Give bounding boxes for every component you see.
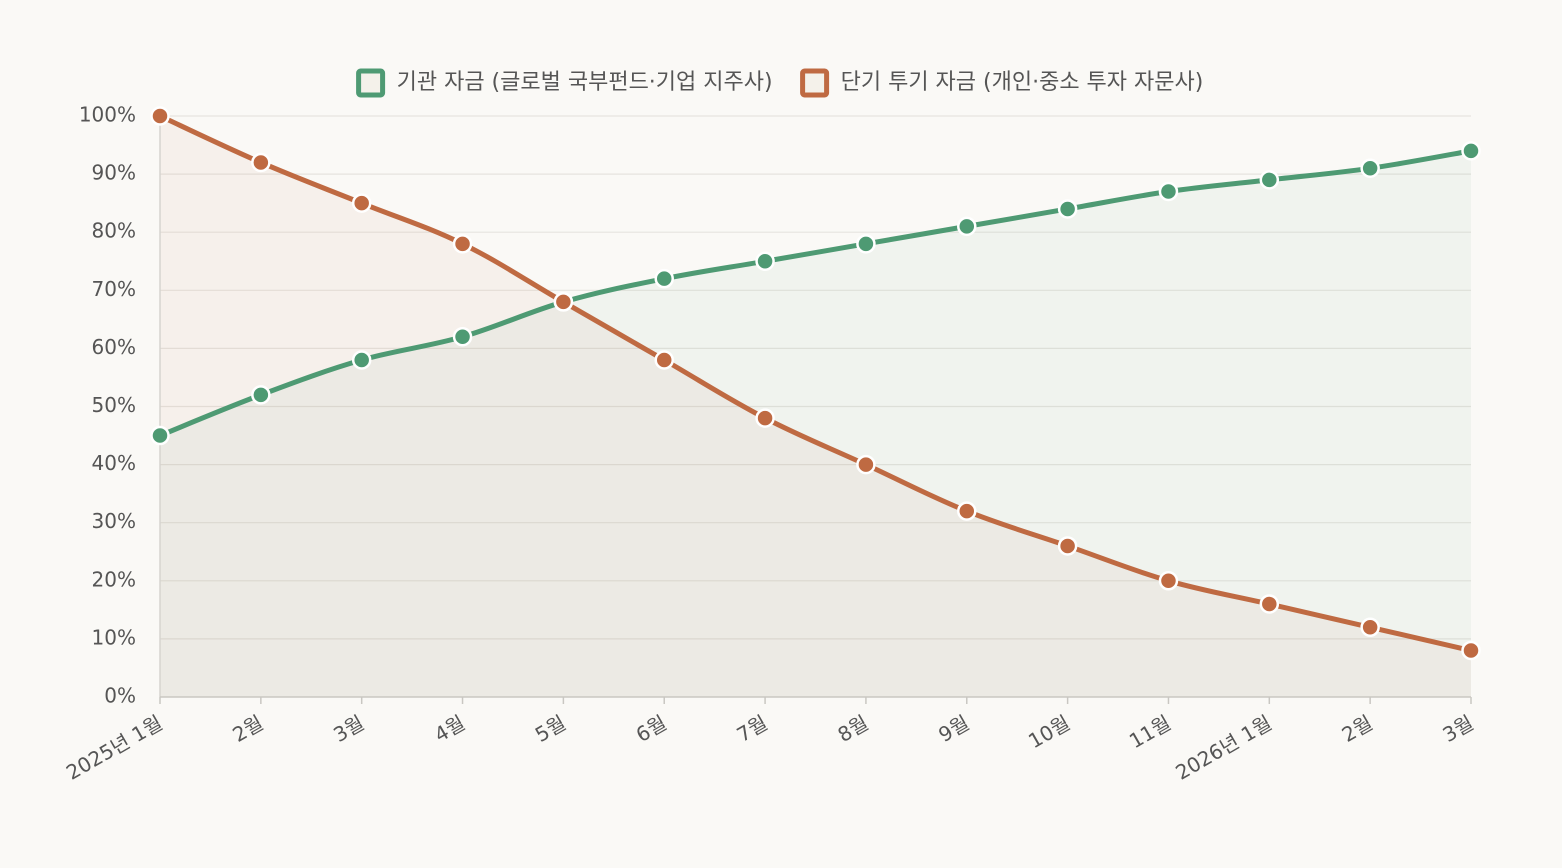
- area-fills: [160, 116, 1471, 698]
- series-area-0: [160, 150, 1471, 698]
- data-point[interactable]: [251, 385, 271, 405]
- data-point[interactable]: [1360, 617, 1380, 638]
- x-tick-label: 5월: [531, 711, 570, 747]
- y-tick-label: 50%: [92, 393, 136, 417]
- series-points: [150, 106, 1481, 661]
- data-point[interactable]: [1158, 571, 1179, 591]
- series-lines: [157, 113, 1474, 654]
- data-point[interactable]: [1461, 640, 1481, 661]
- x-tick-label: 2026년 1월: [1171, 711, 1275, 785]
- legend-item-1[interactable]: 단기 투기 자금 (개인·중소 투자 자문사): [800, 68, 1204, 98]
- x-tick-label: 7월: [733, 711, 772, 747]
- y-tick-label: 30%: [92, 509, 136, 533]
- y-tick-label: 60%: [92, 335, 136, 359]
- x-tick-label: 2월: [228, 711, 267, 747]
- legend-item-0[interactable]: 기관 자금 (글로벌 국부펀드·기업 지주사): [356, 68, 773, 98]
- data-point[interactable]: [1259, 170, 1280, 190]
- x-tick-label: 3월: [329, 711, 368, 747]
- x-tick-label: 2월: [1338, 711, 1377, 747]
- data-point[interactable]: [957, 501, 977, 521]
- x-tick-label: 9월: [934, 711, 973, 747]
- x-tick-label: 3월: [1439, 711, 1478, 747]
- data-point[interactable]: [452, 327, 473, 347]
- legend: 기관 자금 (글로벌 국부펀드·기업 지주사) 단기 투기 자금 (개인·중소 투…: [356, 68, 1204, 98]
- x-tick-label: 10월: [1024, 711, 1074, 754]
- data-point[interactable]: [1461, 141, 1481, 161]
- series-area-1: [160, 116, 1471, 697]
- data-point[interactable]: [957, 216, 977, 237]
- y-tick-label: 40%: [92, 451, 136, 475]
- y-tick-label: 90%: [92, 161, 136, 185]
- data-point[interactable]: [755, 251, 775, 271]
- series-line-1: [157, 113, 1474, 654]
- data-point[interactable]: [452, 234, 473, 254]
- data-point[interactable]: [1057, 199, 1078, 219]
- data-point[interactable]: [654, 350, 674, 370]
- data-point[interactable]: [856, 234, 876, 254]
- x-tick-label: 6월: [632, 711, 671, 747]
- data-point[interactable]: [351, 193, 372, 213]
- axes: [159, 116, 1472, 704]
- legend-swatch: [800, 68, 830, 98]
- y-tick-label: 70%: [92, 277, 136, 301]
- data-point[interactable]: [553, 292, 574, 312]
- x-tick-label: 4월: [430, 711, 469, 747]
- x-tick-label: 2025년 1월: [62, 711, 166, 785]
- data-point[interactable]: [1360, 158, 1380, 179]
- legend-label: 기관 자금 (글로벌 국부펀드·기업 지주사): [397, 70, 773, 95]
- legend-swatch: [356, 68, 386, 98]
- data-point[interactable]: [351, 350, 372, 370]
- grid: [160, 115, 1471, 640]
- y-tick-label: 10%: [92, 625, 136, 649]
- x-tick-label: 8월: [833, 711, 872, 747]
- x-tick-label: 11월: [1125, 711, 1175, 754]
- y-tick-label: 0%: [104, 684, 136, 708]
- data-point[interactable]: [654, 268, 674, 289]
- data-point[interactable]: [1057, 536, 1078, 556]
- y-tick-label: 100%: [79, 103, 136, 127]
- data-point[interactable]: [755, 408, 775, 428]
- series-line-0: [157, 148, 1474, 439]
- legend-label: 단기 투기 자금 (개인·중소 투자 자문사): [841, 70, 1204, 95]
- data-point[interactable]: [1158, 181, 1179, 202]
- y-tick-label: 80%: [92, 219, 136, 243]
- data-point[interactable]: [1259, 594, 1280, 614]
- y-tick-label: 20%: [92, 567, 136, 591]
- data-point[interactable]: [150, 106, 170, 126]
- y-tick-labels: 0% 10% 20% 30% 40% 50% 60% 70% 80% 90% 100%: [79, 103, 136, 708]
- data-point[interactable]: [251, 152, 271, 173]
- data-point[interactable]: [856, 454, 876, 475]
- data-point[interactable]: [150, 425, 170, 446]
